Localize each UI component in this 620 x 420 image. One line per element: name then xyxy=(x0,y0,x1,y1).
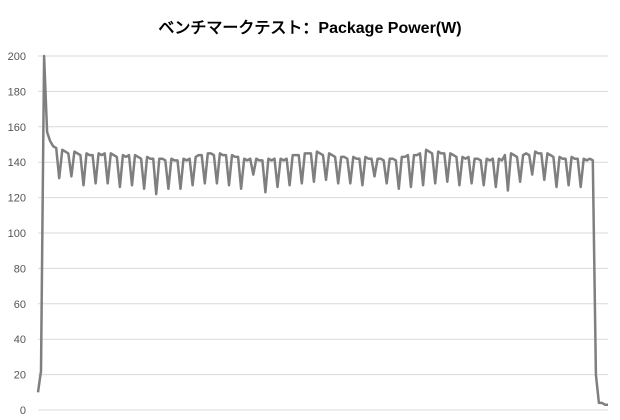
y-tick-label: 160 xyxy=(8,122,26,134)
y-tick-label: 180 xyxy=(8,86,26,98)
y-tick-label: 200 xyxy=(8,51,26,63)
y-tick-label: 140 xyxy=(8,157,26,169)
y-tick-label: 0 xyxy=(20,405,26,417)
series-line xyxy=(36,54,608,406)
y-tick-label: 120 xyxy=(8,193,26,205)
y-tick-label: 80 xyxy=(14,263,26,275)
chart-title: ベンチマークテスト：Package Power(W) xyxy=(158,20,462,37)
y-tick-label: 20 xyxy=(14,370,26,382)
y-tick-label: 100 xyxy=(8,228,26,240)
y-tick-label: 60 xyxy=(14,299,26,311)
y-tick-label: 40 xyxy=(14,334,26,346)
